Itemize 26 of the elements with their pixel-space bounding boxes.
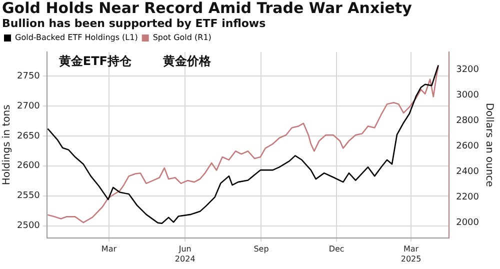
y-tick-label: 2750: [17, 71, 40, 82]
y2-tick-label: 2200: [456, 192, 480, 202]
legend-label: Spot Gold (R1): [152, 33, 212, 42]
y2-tick-label: 3200: [456, 65, 480, 76]
x-tick-label: Sep: [254, 244, 269, 254]
chart-title: Gold Holds Near Record Amid Trade War Anxiety: [1, 0, 413, 17]
legend-label: Gold-Backed ETF Holdings (L1): [15, 33, 138, 42]
annotation: 黄金价格: [162, 54, 212, 68]
x-tick-label: Dec: [328, 244, 344, 254]
y-tick-label: 2650: [17, 131, 40, 142]
chart-subtitle: Bullion has been supported by ETF inflows: [1, 17, 267, 30]
y2-tick-label: 3000: [456, 90, 480, 101]
x-tick-label: Jun 2024: [174, 244, 196, 264]
y2-tick-label: 2000: [456, 218, 480, 228]
y-tick-label: 2500: [17, 221, 40, 232]
x-tick-label: Mar: [101, 244, 118, 254]
y-tick-label: 2550: [17, 191, 40, 202]
y-tick-label: 2700: [17, 101, 40, 112]
y2-tick-label: 2400: [456, 166, 480, 177]
y2-tick-label: 2800: [456, 116, 480, 126]
y-tick-label: 2600: [17, 161, 40, 172]
y-axis-title: Holdings in tons: [2, 104, 13, 186]
x-tick-label: Mar 2025: [400, 244, 422, 264]
y2-axis-title: Dollars an ounce: [483, 102, 494, 187]
y2-tick-label: 2600: [456, 142, 480, 152]
annotation: 黄金ETF持仓: [58, 54, 132, 68]
